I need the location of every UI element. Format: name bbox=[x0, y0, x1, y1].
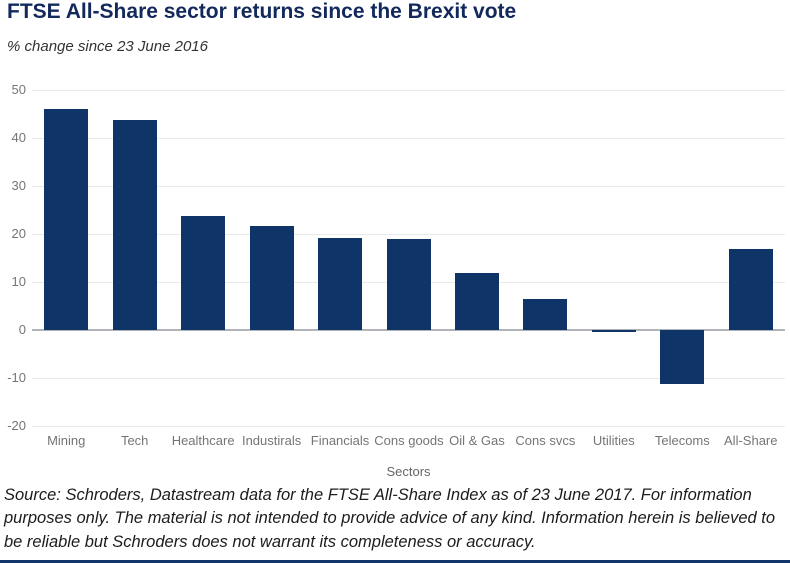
y-tick-label: 10 bbox=[11, 274, 26, 289]
y-tick-label: 0 bbox=[18, 322, 26, 337]
x-tick-label: Utilities bbox=[592, 433, 635, 448]
plot-area bbox=[32, 90, 785, 427]
bar bbox=[318, 238, 362, 330]
gridline bbox=[32, 426, 785, 427]
x-axis-labels: Mining Tech Healthcare Industirals Financial… bbox=[32, 433, 785, 451]
x-tick-label: Telecoms bbox=[654, 433, 710, 448]
x-tick-label: Mining bbox=[47, 433, 86, 448]
gridline bbox=[32, 138, 785, 139]
x-tick-label: Oil & Gas bbox=[449, 433, 505, 448]
gridline bbox=[32, 90, 785, 91]
gridline bbox=[32, 378, 785, 379]
y-tick-label: 30 bbox=[11, 178, 26, 193]
y-axis-labels: 50 40 30 20 10 0 -10 -20 bbox=[0, 82, 26, 433]
y-tick-label: 50 bbox=[11, 82, 26, 97]
x-axis-title: Sectors bbox=[386, 464, 431, 479]
x-tick-label: Financials bbox=[310, 433, 370, 448]
y-tick-label: -20 bbox=[7, 418, 26, 433]
bar bbox=[592, 330, 636, 333]
source-note: Source: Schroders, Datastream data for t… bbox=[4, 486, 776, 551]
x-tick-label: Tech bbox=[120, 433, 149, 448]
gridline bbox=[32, 186, 785, 187]
x-tick-label: Cons goods bbox=[374, 433, 444, 448]
x-tick-label: Healthcare bbox=[171, 433, 235, 448]
bar bbox=[44, 109, 88, 330]
chart-subtitle: % change since 23 June 2016 bbox=[7, 38, 208, 55]
y-tick-label: 20 bbox=[11, 226, 26, 241]
bar bbox=[455, 273, 499, 330]
bar bbox=[729, 249, 773, 330]
bar bbox=[387, 239, 431, 330]
bar bbox=[523, 299, 567, 330]
bar bbox=[660, 330, 704, 385]
x-tick-label: Industirals bbox=[241, 433, 302, 448]
bar bbox=[250, 225, 294, 330]
y-tick-label: -10 bbox=[7, 370, 26, 385]
gridline bbox=[32, 234, 785, 235]
y-tick-label: 40 bbox=[11, 130, 26, 145]
x-tick-label: Cons svcs bbox=[515, 433, 576, 448]
zero-line bbox=[32, 329, 785, 331]
chart-title: FTSE All-Share sector returns since the … bbox=[7, 0, 517, 23]
x-tick-label: All-Share bbox=[724, 433, 778, 448]
bar bbox=[113, 119, 157, 330]
bar bbox=[181, 216, 225, 330]
